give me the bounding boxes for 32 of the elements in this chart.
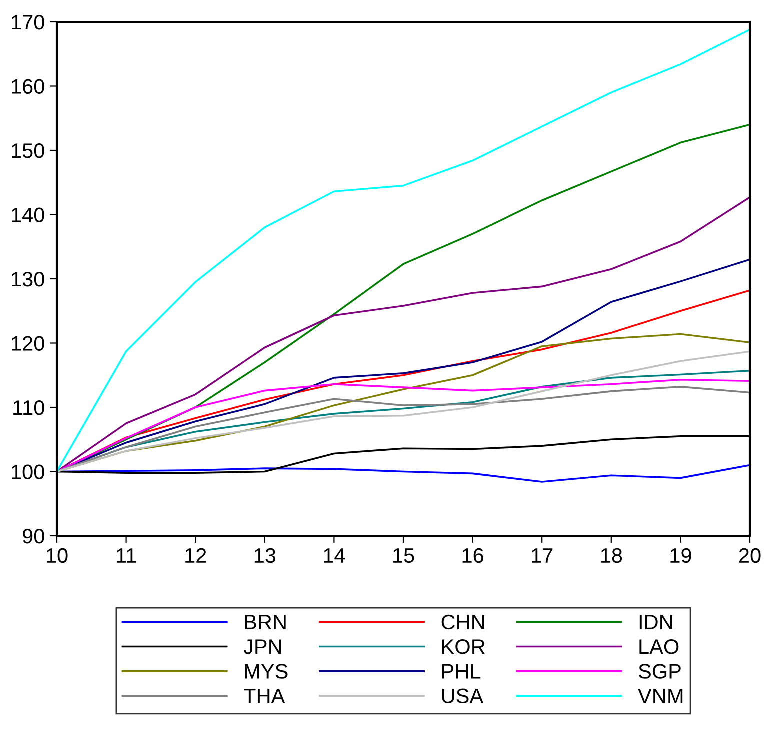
x-tick-label: 19 — [670, 548, 692, 564]
x-tick-label: 20 — [739, 548, 761, 564]
y-tick-label: 170 — [12, 15, 44, 30]
x-tick-label: 11 — [117, 548, 136, 563]
legend-label: PHL — [442, 664, 481, 679]
x-tick-label: 13 — [254, 548, 276, 564]
y-tick-label: 110 — [14, 400, 44, 416]
legend-label: CHN — [442, 614, 484, 630]
x-tick-label: 17 — [532, 548, 553, 563]
y-tick-label: 100 — [12, 464, 44, 480]
legend-label: IDN — [640, 615, 672, 630]
x-tick-label: 15 — [394, 548, 414, 564]
y-tick-label: 120 — [12, 336, 44, 352]
legend-label: SGP — [638, 664, 681, 679]
legend-label: THA — [244, 689, 286, 704]
legend-label: JPN — [244, 640, 282, 654]
legend-label: KOR — [442, 640, 485, 654]
legend-label: USA — [442, 688, 484, 704]
x-tick-label: 16 — [462, 548, 484, 564]
y-tick-label: 140 — [12, 208, 44, 223]
legend-label: VNM — [638, 689, 683, 704]
x-tick-label: 18 — [601, 548, 622, 564]
legend-label: BRN — [245, 615, 286, 630]
legend-label: LAO — [640, 640, 679, 654]
x-tick-label: 14 — [324, 548, 346, 563]
y-tick-label: 160 — [12, 79, 44, 94]
y-tick-label: 90 — [23, 529, 44, 544]
legend-label: MYS — [245, 664, 288, 679]
y-tick-label: 150 — [12, 144, 44, 158]
x-tick-label: 10 — [47, 548, 68, 564]
x-tick-label: 12 — [186, 548, 206, 563]
y-tick-label: 130 — [12, 272, 44, 287]
